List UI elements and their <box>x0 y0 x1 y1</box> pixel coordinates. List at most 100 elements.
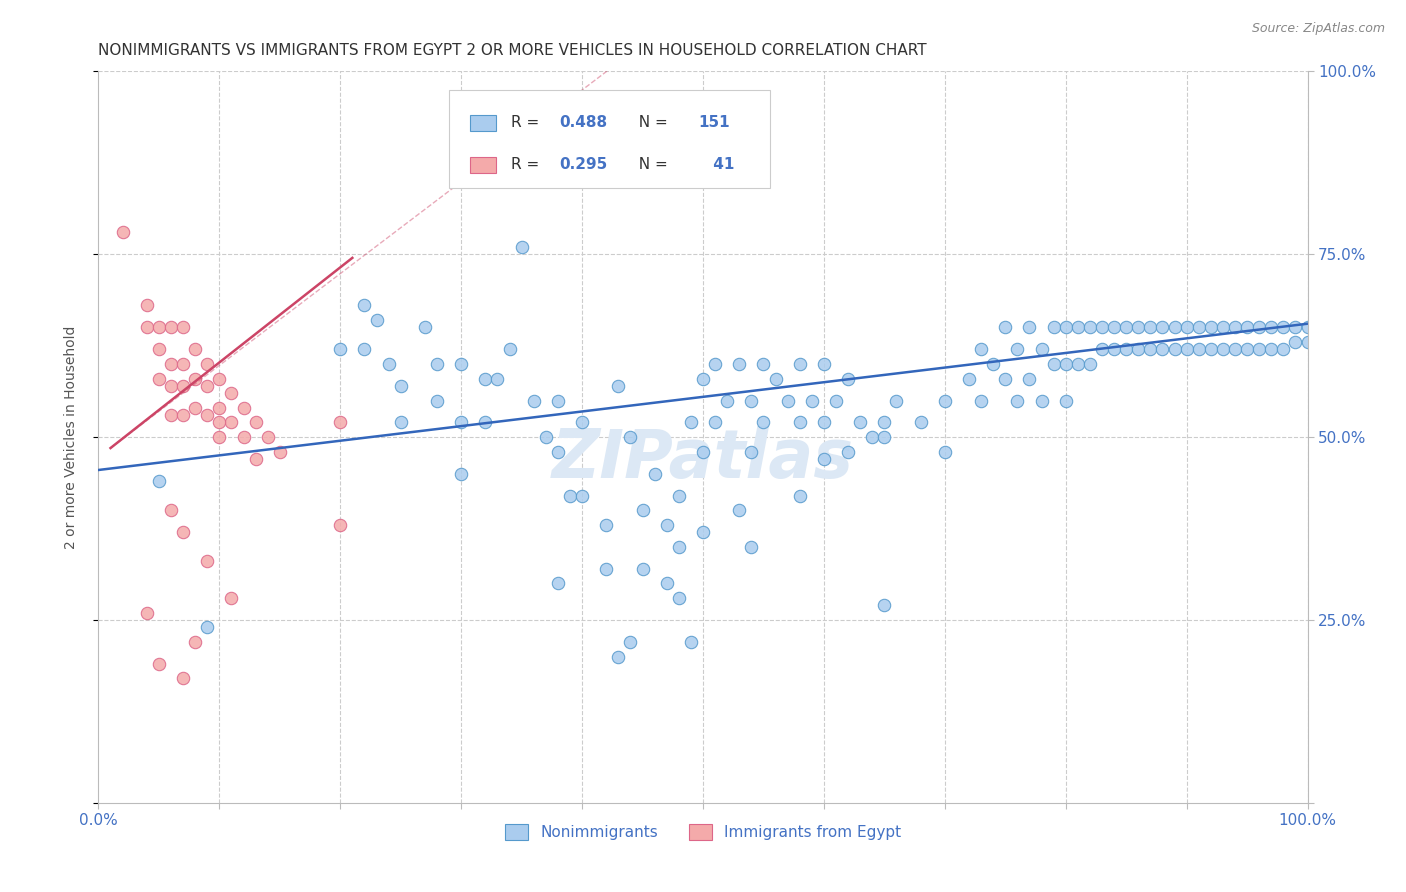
Point <box>1018 320 1040 334</box>
Point <box>329 343 352 357</box>
Text: R =: R = <box>510 115 544 130</box>
Point <box>208 401 231 415</box>
Point <box>1223 343 1246 357</box>
Text: 151: 151 <box>699 115 730 130</box>
Point <box>172 525 194 540</box>
Point <box>704 357 727 371</box>
Point <box>1128 320 1150 334</box>
Point <box>547 444 569 458</box>
Point <box>873 416 896 430</box>
Point <box>195 408 218 422</box>
Point <box>1007 343 1029 357</box>
Point <box>776 393 799 408</box>
Point <box>1212 343 1234 357</box>
Point <box>789 357 811 371</box>
Text: 0.488: 0.488 <box>560 115 607 130</box>
Point <box>221 591 243 605</box>
Point <box>1188 320 1211 334</box>
Point <box>1067 357 1090 371</box>
Point <box>789 489 811 503</box>
Point <box>607 379 630 393</box>
Point <box>547 576 569 591</box>
Point <box>1249 320 1271 334</box>
Point <box>631 562 654 576</box>
Point <box>353 343 375 357</box>
Point <box>389 379 412 393</box>
Point <box>595 517 617 532</box>
Point <box>1284 334 1306 349</box>
Point <box>1054 320 1077 334</box>
Point <box>111 225 134 239</box>
Point <box>534 430 557 444</box>
Point <box>813 416 835 430</box>
Point <box>221 416 243 430</box>
Point <box>135 606 157 620</box>
Point <box>208 430 231 444</box>
Point <box>172 408 194 422</box>
Point <box>740 540 762 554</box>
Point <box>837 444 859 458</box>
Point <box>668 591 690 605</box>
Point <box>1175 343 1198 357</box>
Point <box>184 343 207 357</box>
Point <box>160 357 183 371</box>
Point <box>148 657 170 671</box>
Point <box>813 357 835 371</box>
Point <box>208 371 231 385</box>
Point <box>644 467 666 481</box>
Point <box>1007 393 1029 408</box>
Point <box>195 379 218 393</box>
Point <box>1212 320 1234 334</box>
Point <box>1018 371 1040 385</box>
Point <box>184 635 207 649</box>
Point <box>160 379 183 393</box>
Point <box>1078 320 1101 334</box>
Point <box>668 489 690 503</box>
Point <box>474 416 496 430</box>
Point <box>970 343 993 357</box>
Point <box>837 371 859 385</box>
Point <box>329 517 352 532</box>
Point <box>692 371 714 385</box>
Point <box>571 416 593 430</box>
Point <box>1284 320 1306 334</box>
Point <box>172 672 194 686</box>
Point <box>523 393 546 408</box>
Point <box>1115 320 1137 334</box>
Point <box>728 357 751 371</box>
Point <box>873 599 896 613</box>
Point <box>366 313 388 327</box>
Point <box>740 393 762 408</box>
Text: Source: ZipAtlas.com: Source: ZipAtlas.com <box>1251 22 1385 36</box>
Point <box>1175 320 1198 334</box>
Point <box>1296 320 1319 334</box>
Point <box>619 635 641 649</box>
Point <box>789 416 811 430</box>
Point <box>195 357 218 371</box>
Point <box>148 371 170 385</box>
Point <box>232 401 254 415</box>
Point <box>1054 393 1077 408</box>
Point <box>994 320 1017 334</box>
Point <box>800 393 823 408</box>
Point <box>619 430 641 444</box>
Point <box>256 430 278 444</box>
Point <box>631 503 654 517</box>
Point <box>232 430 254 444</box>
Point <box>474 371 496 385</box>
Point <box>1078 357 1101 371</box>
Point <box>389 416 412 430</box>
Point <box>135 298 157 312</box>
Point <box>813 452 835 467</box>
Point <box>245 452 267 467</box>
Point <box>450 467 472 481</box>
Point <box>184 371 207 385</box>
Point <box>184 401 207 415</box>
Legend: Nonimmigrants, Immigrants from Egypt: Nonimmigrants, Immigrants from Egypt <box>499 818 907 847</box>
Point <box>655 576 678 591</box>
Point <box>668 540 690 554</box>
Point <box>558 489 581 503</box>
Point <box>329 416 352 430</box>
Point <box>571 489 593 503</box>
Point <box>1031 343 1053 357</box>
